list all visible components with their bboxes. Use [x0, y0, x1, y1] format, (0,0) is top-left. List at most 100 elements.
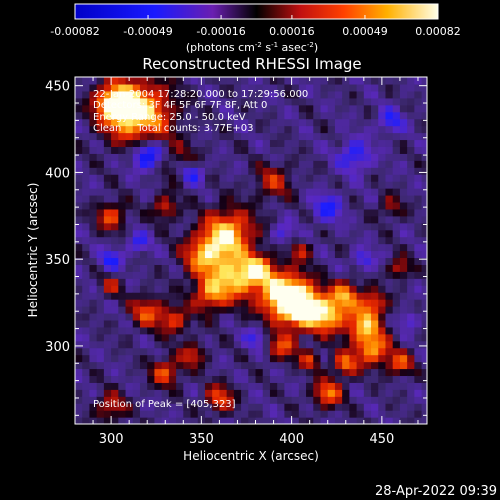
- heatmap-cell: [118, 389, 127, 397]
- heatmap-cell: [82, 111, 91, 120]
- heatmap-cell: [248, 382, 257, 390]
- heatmap-cell: [320, 160, 329, 168]
- heatmap-cell: [269, 111, 278, 120]
- heatmap-cell: [204, 181, 213, 189]
- heatmap-cell: [139, 271, 148, 279]
- heatmap-cell: [147, 146, 156, 154]
- heatmap-cell: [82, 83, 91, 92]
- heatmap-cell: [89, 118, 98, 127]
- heatmap-cell: [82, 146, 91, 154]
- heatmap-cell: [363, 188, 372, 196]
- heatmap-cell: [371, 132, 379, 141]
- heatmap-cell: [363, 319, 372, 328]
- heatmap-cell: [204, 292, 213, 300]
- heatmap-cell: [421, 222, 427, 231]
- heatmap-cell: [176, 333, 184, 342]
- heatmap-cell: [414, 146, 423, 154]
- heatmap-cell: [176, 257, 184, 265]
- heatmap-cell: [132, 125, 141, 134]
- heatmap-cell: [334, 278, 343, 286]
- y-axis-label: Heliocentric Y (arcsec): [26, 183, 40, 318]
- heatmap-cell: [378, 326, 387, 335]
- heatmap-cell: [371, 299, 379, 307]
- heatmap-cell: [103, 354, 112, 363]
- heatmap-cell: [125, 410, 134, 418]
- heatmap-cell: [197, 333, 206, 342]
- heatmap-cell: [262, 382, 271, 390]
- heatmap-cell: [168, 403, 177, 411]
- heatmap-cell: [385, 354, 394, 363]
- heatmap-cell: [349, 250, 358, 259]
- heatmap-cell: [291, 160, 300, 168]
- heatmap-cell: [421, 160, 427, 168]
- heatmap-cell: [378, 236, 387, 245]
- heatmap-cell: [75, 319, 83, 328]
- heatmap-cell: [96, 118, 105, 127]
- heatmap-cell: [190, 319, 199, 328]
- heatmap-cell: [219, 347, 228, 356]
- heatmap-cell: [378, 208, 387, 217]
- heatmap-cell: [385, 417, 394, 424]
- heatmap-cell: [262, 264, 271, 272]
- heatmap-cell: [298, 90, 307, 99]
- heatmap-cell: [421, 132, 427, 141]
- heatmap-cell: [313, 354, 322, 363]
- heatmap-cell: [82, 285, 91, 293]
- heatmap-cell: [378, 181, 387, 189]
- heatmap-cell: [226, 188, 235, 196]
- heatmap-cell: [111, 306, 119, 314]
- heatmap-cell: [118, 97, 127, 106]
- heatmap-cell: [118, 403, 127, 411]
- heatmap-cell: [219, 97, 228, 106]
- heatmap-cell: [378, 111, 387, 120]
- heatmap-cell: [378, 167, 387, 175]
- heatmap-cell: [161, 174, 170, 182]
- heatmap-cell: [219, 208, 228, 217]
- heatmap-cell: [284, 83, 293, 92]
- heatmap-cell: [190, 139, 199, 147]
- heatmap-cell: [103, 111, 112, 120]
- heatmap-cell: [161, 160, 170, 168]
- heatmap-cell: [399, 236, 408, 245]
- heatmap-cell: [183, 299, 192, 307]
- heatmap-cell: [139, 104, 148, 113]
- heatmap-cell: [82, 257, 91, 265]
- heatmap-cell: [356, 132, 365, 141]
- heatmap-cell: [139, 257, 148, 265]
- heatmap-cell: [414, 264, 423, 272]
- heatmap-cell: [356, 201, 365, 210]
- heatmap-cell: [262, 306, 271, 314]
- heatmap-cell: [118, 382, 127, 390]
- heatmap-cell: [204, 83, 213, 92]
- heatmap-cell: [118, 194, 127, 203]
- heatmap-cell: [298, 264, 307, 272]
- heatmap-cell: [226, 299, 235, 307]
- heatmap-cell: [291, 77, 300, 85]
- heatmap-cell: [291, 326, 300, 335]
- heatmap-cell: [320, 264, 329, 272]
- heatmap-cell: [190, 167, 199, 175]
- heatmap-cell: [262, 194, 271, 203]
- heatmap-cell: [269, 278, 278, 286]
- heatmap-cell: [96, 229, 105, 238]
- heatmap-cell: [168, 410, 177, 418]
- heatmap-cell: [233, 257, 242, 265]
- heatmap-cell: [82, 354, 91, 363]
- heatmap-cell: [190, 83, 199, 92]
- heatmap-cell: [147, 243, 156, 252]
- heatmap-cell: [226, 90, 235, 99]
- heatmap-cell: [371, 389, 379, 397]
- heatmap-cell: [342, 125, 350, 134]
- heatmap-cell: [75, 215, 83, 224]
- heatmap-cell: [111, 410, 119, 418]
- heatmap-cell: [168, 118, 177, 127]
- heatmap-cell: [82, 236, 91, 245]
- heatmap-cell: [291, 208, 300, 217]
- heatmap-cell: [233, 347, 242, 356]
- heatmap-cell: [371, 319, 379, 328]
- heatmap-cell: [96, 285, 105, 293]
- heatmap-cell: [125, 229, 134, 238]
- heatmap-cell: [349, 118, 358, 127]
- heatmap-cell: [334, 201, 343, 210]
- heatmap-cell: [183, 340, 192, 349]
